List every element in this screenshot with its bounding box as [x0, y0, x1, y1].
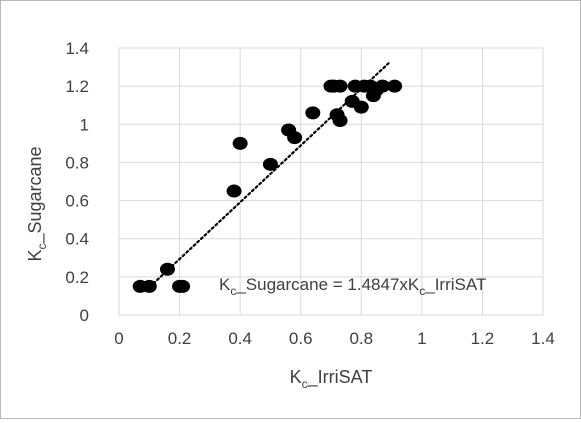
data-points — [132, 79, 403, 293]
data-point — [262, 157, 278, 171]
x-axis-title: Kc_IrriSAT — [290, 367, 373, 391]
y-axis-title: Kc_Sugarcane — [25, 146, 49, 261]
y-tick-label: 0.8 — [65, 153, 89, 172]
y-tick-label: 1 — [80, 115, 89, 134]
data-point — [141, 279, 157, 293]
plot-area-border — [118, 47, 544, 316]
y-tick-label: 0.2 — [65, 268, 89, 287]
x-tick-label: 1.4 — [531, 329, 555, 348]
data-point — [374, 79, 390, 93]
data-point — [175, 279, 191, 293]
y-tick-label: 0 — [80, 306, 89, 325]
x-tick-labels: 0 0.2 0.4 0.6 0.8 1 1.2 1.4 — [114, 329, 555, 348]
x-tick-label: 0.8 — [349, 329, 373, 348]
data-point — [387, 79, 403, 93]
data-point — [305, 106, 321, 120]
y-tick-label: 1.4 — [65, 39, 89, 58]
x-tick-label: 0 — [114, 329, 123, 348]
y-tick-label: 0.6 — [65, 192, 89, 211]
x-tick-label: 0.4 — [228, 329, 252, 348]
data-point — [159, 262, 175, 276]
plot-border — [118, 47, 544, 316]
x-tick-label: 0.6 — [289, 329, 313, 348]
y-tick-label: 1.2 — [65, 77, 89, 96]
data-point — [353, 100, 369, 114]
data-point — [287, 131, 303, 145]
data-point — [332, 113, 348, 127]
x-tick-label: 1 — [417, 329, 426, 348]
x-tick-label: 0.2 — [168, 329, 192, 348]
x-tick-label: 1.2 — [471, 329, 495, 348]
y-tick-labels: 0 0.2 0.4 0.6 0.8 1 1.2 1.4 — [65, 39, 89, 325]
data-point — [226, 184, 242, 198]
data-point — [332, 79, 348, 93]
gridlines — [118, 47, 544, 316]
data-point — [232, 136, 248, 150]
y-tick-label: 0.4 — [65, 230, 89, 249]
trendline-equation: Kc_Sugarcane = 1.4847xKc_IrriSAT — [219, 275, 486, 298]
